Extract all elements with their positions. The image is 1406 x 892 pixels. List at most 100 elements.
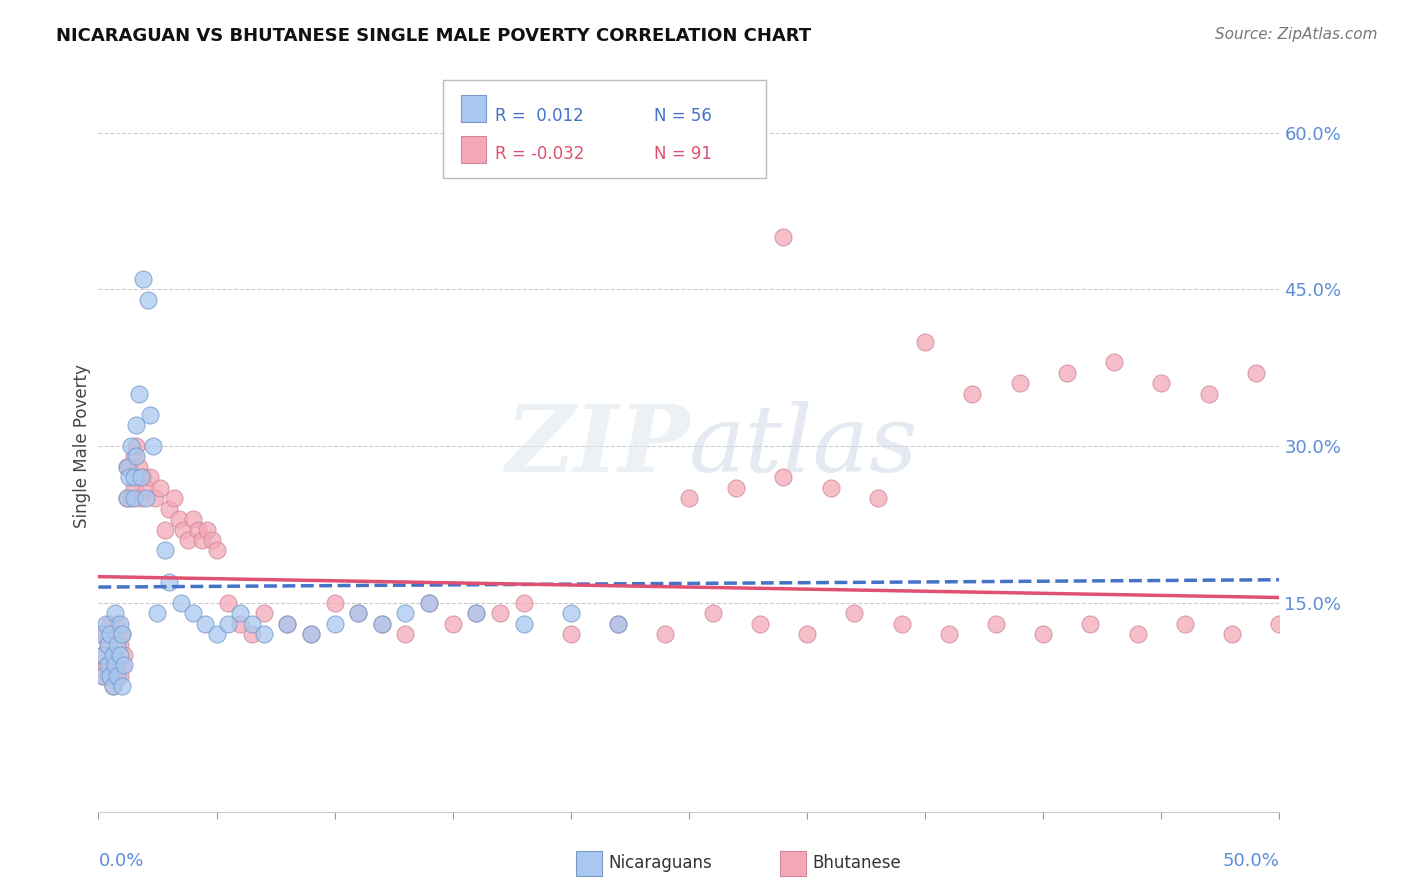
Point bbox=[1008, 376, 1031, 391]
Point bbox=[101, 679, 124, 693]
Point bbox=[101, 648, 124, 662]
Point bbox=[118, 459, 141, 474]
Point bbox=[105, 616, 128, 631]
Point bbox=[177, 533, 200, 547]
Point bbox=[98, 616, 121, 631]
Point bbox=[132, 272, 155, 286]
Point bbox=[111, 658, 134, 673]
Point bbox=[104, 627, 127, 641]
Point bbox=[914, 334, 936, 349]
Point bbox=[772, 230, 794, 244]
Point bbox=[128, 459, 150, 474]
Point bbox=[111, 627, 134, 641]
Point bbox=[1056, 366, 1078, 380]
Point bbox=[97, 638, 120, 652]
Point bbox=[702, 606, 724, 620]
Point bbox=[157, 574, 180, 589]
Point bbox=[135, 481, 157, 495]
Point bbox=[104, 606, 127, 620]
Point bbox=[122, 450, 145, 464]
Y-axis label: Single Male Poverty: Single Male Poverty bbox=[73, 364, 91, 528]
Point bbox=[121, 491, 143, 506]
Point bbox=[115, 459, 138, 474]
Point bbox=[844, 606, 866, 620]
Point bbox=[97, 658, 120, 673]
Point bbox=[172, 523, 194, 537]
Point bbox=[229, 606, 252, 620]
Point bbox=[394, 606, 416, 620]
Point bbox=[149, 481, 172, 495]
Point bbox=[125, 418, 148, 433]
Point bbox=[97, 669, 120, 683]
Point bbox=[371, 616, 394, 631]
Point bbox=[1268, 616, 1291, 631]
Point bbox=[418, 596, 440, 610]
Point bbox=[962, 386, 984, 401]
Point bbox=[323, 596, 346, 610]
Point bbox=[607, 616, 630, 631]
Point bbox=[105, 638, 128, 652]
Point bbox=[187, 523, 209, 537]
Point bbox=[94, 658, 117, 673]
Point bbox=[143, 491, 166, 506]
Point bbox=[122, 481, 145, 495]
Point bbox=[90, 627, 112, 641]
Point bbox=[139, 470, 162, 484]
Point bbox=[1174, 616, 1197, 631]
Point bbox=[1244, 366, 1267, 380]
Point bbox=[94, 627, 117, 641]
Point bbox=[299, 627, 322, 641]
Point bbox=[129, 470, 152, 484]
Point bbox=[115, 491, 138, 506]
Point bbox=[167, 512, 190, 526]
Point bbox=[938, 627, 960, 641]
Point bbox=[441, 616, 464, 631]
Point bbox=[136, 293, 159, 307]
Point bbox=[772, 470, 794, 484]
Point bbox=[118, 470, 141, 484]
Point bbox=[101, 648, 124, 662]
Text: Nicaraguans: Nicaraguans bbox=[609, 855, 713, 872]
Point bbox=[560, 627, 582, 641]
Point bbox=[678, 491, 700, 506]
Text: R = -0.032: R = -0.032 bbox=[495, 145, 585, 163]
Point bbox=[347, 606, 370, 620]
Point bbox=[91, 648, 114, 662]
Point bbox=[1150, 376, 1173, 391]
Point bbox=[1102, 355, 1125, 369]
Point bbox=[253, 627, 276, 641]
Point bbox=[512, 596, 534, 610]
Point bbox=[347, 606, 370, 620]
Point bbox=[108, 616, 131, 631]
Text: Bhutanese: Bhutanese bbox=[813, 855, 901, 872]
Point bbox=[90, 627, 112, 641]
Point bbox=[111, 627, 134, 641]
Point bbox=[181, 512, 204, 526]
Point bbox=[111, 679, 134, 693]
Point bbox=[240, 627, 263, 641]
Point bbox=[1032, 627, 1054, 641]
Point bbox=[105, 658, 128, 673]
Point bbox=[299, 627, 322, 641]
Point bbox=[418, 596, 440, 610]
Point bbox=[91, 648, 114, 662]
Point bbox=[108, 638, 131, 652]
Point bbox=[146, 606, 169, 620]
Point bbox=[135, 491, 157, 506]
Point bbox=[465, 606, 488, 620]
Point bbox=[1220, 627, 1243, 641]
Point bbox=[217, 616, 239, 631]
Point bbox=[105, 669, 128, 683]
Point bbox=[890, 616, 912, 631]
Point bbox=[217, 596, 239, 610]
Point bbox=[94, 616, 117, 631]
Point bbox=[205, 543, 228, 558]
Point bbox=[104, 658, 127, 673]
Point bbox=[1080, 616, 1102, 631]
Point bbox=[125, 450, 148, 464]
Point bbox=[512, 616, 534, 631]
Text: atlas: atlas bbox=[689, 401, 918, 491]
Point bbox=[607, 616, 630, 631]
Point bbox=[139, 408, 162, 422]
Point bbox=[201, 533, 224, 547]
